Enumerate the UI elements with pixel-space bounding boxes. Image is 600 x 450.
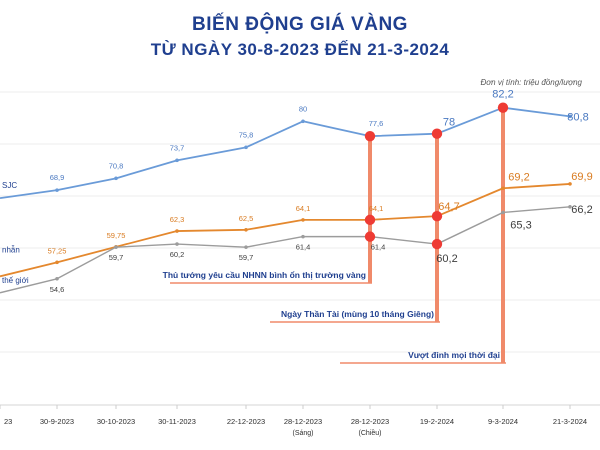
data-label: 57,25: [48, 246, 67, 255]
event-marker: [431, 128, 443, 139]
data-point: [55, 276, 59, 281]
chart-title: BIẾN ĐỘNG GIÁ VÀNG: [192, 14, 408, 35]
data-label: 82,2: [492, 89, 513, 101]
data-point: [301, 234, 305, 239]
event-marker: [431, 210, 443, 222]
series-name-label: nhẫn: [2, 245, 20, 254]
x-tick-label: 30-10-2023: [97, 417, 135, 426]
data-label: 80,8: [567, 111, 588, 123]
x-tick-label: 22-12-2023: [227, 417, 265, 426]
x-tick-label: 28-12-2023: [284, 417, 322, 426]
annotation-text: Ngày Thần Tài (mùng 10 tháng Giêng): [281, 309, 434, 319]
x-tick-label: (Sáng): [292, 430, 313, 437]
data-point: [568, 205, 572, 209]
data-label: 70,8: [109, 161, 124, 170]
data-label: 61,4: [371, 243, 386, 252]
x-tick-label: 21-3-2024: [553, 417, 587, 426]
x-tick-label: 28-12-2023: [351, 417, 389, 426]
data-point: [568, 114, 572, 119]
data-label: 60,2: [170, 250, 185, 259]
data-point: [114, 245, 118, 249]
event-marker: [364, 214, 376, 226]
data-label: 80: [299, 104, 307, 113]
data-label: 62,5: [239, 214, 254, 223]
data-label: 60,2: [436, 253, 457, 265]
data-label: 68,9: [50, 173, 65, 182]
data-point: [301, 119, 305, 124]
data-label: 64,1: [296, 204, 311, 213]
data-point: [301, 218, 305, 222]
series-name-label: thế giới: [2, 276, 29, 285]
data-point: [501, 210, 505, 215]
data-point: [244, 245, 248, 249]
data-point: [568, 182, 572, 186]
data-label: 59,75: [107, 231, 126, 240]
data-point: [175, 229, 179, 233]
event-marker: [364, 231, 376, 242]
data-point: [175, 242, 179, 246]
x-tick-label: (Chiều): [359, 428, 382, 437]
annotation-text: Vượt đỉnh mọi thời đại: [408, 350, 500, 360]
data-label: 62,3: [170, 215, 185, 224]
data-point: [244, 228, 248, 232]
annotation-text: Thủ tướng yêu cầu NHNN bình ổn thị trườn…: [163, 270, 366, 280]
data-point: [501, 186, 505, 191]
data-label: 73,7: [170, 143, 185, 152]
event-marker: [364, 130, 376, 142]
data-label: 61,4: [296, 243, 311, 252]
data-label: 66,2: [571, 204, 592, 216]
data-label: 75,8: [239, 130, 254, 139]
data-label: 65,3: [510, 219, 531, 231]
series-line: [0, 106, 571, 200]
data-point: [114, 176, 118, 181]
data-point: [175, 158, 179, 163]
data-label: 64,1: [369, 204, 384, 213]
data-label: 59,7: [239, 253, 254, 262]
x-tick-label: 30-11-2023: [158, 417, 196, 426]
series-line: [0, 206, 571, 294]
x-tick-label: 30-9-2023: [40, 417, 74, 426]
data-label: 64,7: [438, 201, 459, 213]
data-label: 54,6: [50, 285, 65, 294]
series-line: [0, 183, 571, 278]
data-label: 69,9: [571, 171, 592, 183]
event-marker: [431, 238, 443, 250]
data-label: 69,2: [508, 171, 529, 183]
chart-subtitle: TỪ NGÀY 30-8-2023 ĐẾN 21-3-2024: [150, 40, 450, 59]
data-point: [55, 260, 59, 265]
x-tick-label: 19-2-2024: [420, 417, 454, 426]
data-label: 77,6: [369, 119, 384, 128]
unit-note: Đơn vị tính: triệu đồng/lượng: [480, 78, 582, 87]
data-label: 78: [443, 117, 455, 129]
event-marker: [497, 102, 509, 113]
data-point: [55, 188, 59, 192]
x-tick-label: 9-3-2024: [488, 417, 518, 426]
data-label: 59,7: [109, 253, 124, 262]
series-name-label: SJC: [2, 181, 17, 190]
data-point: [244, 145, 248, 150]
x-tick-label: 23: [4, 417, 12, 426]
